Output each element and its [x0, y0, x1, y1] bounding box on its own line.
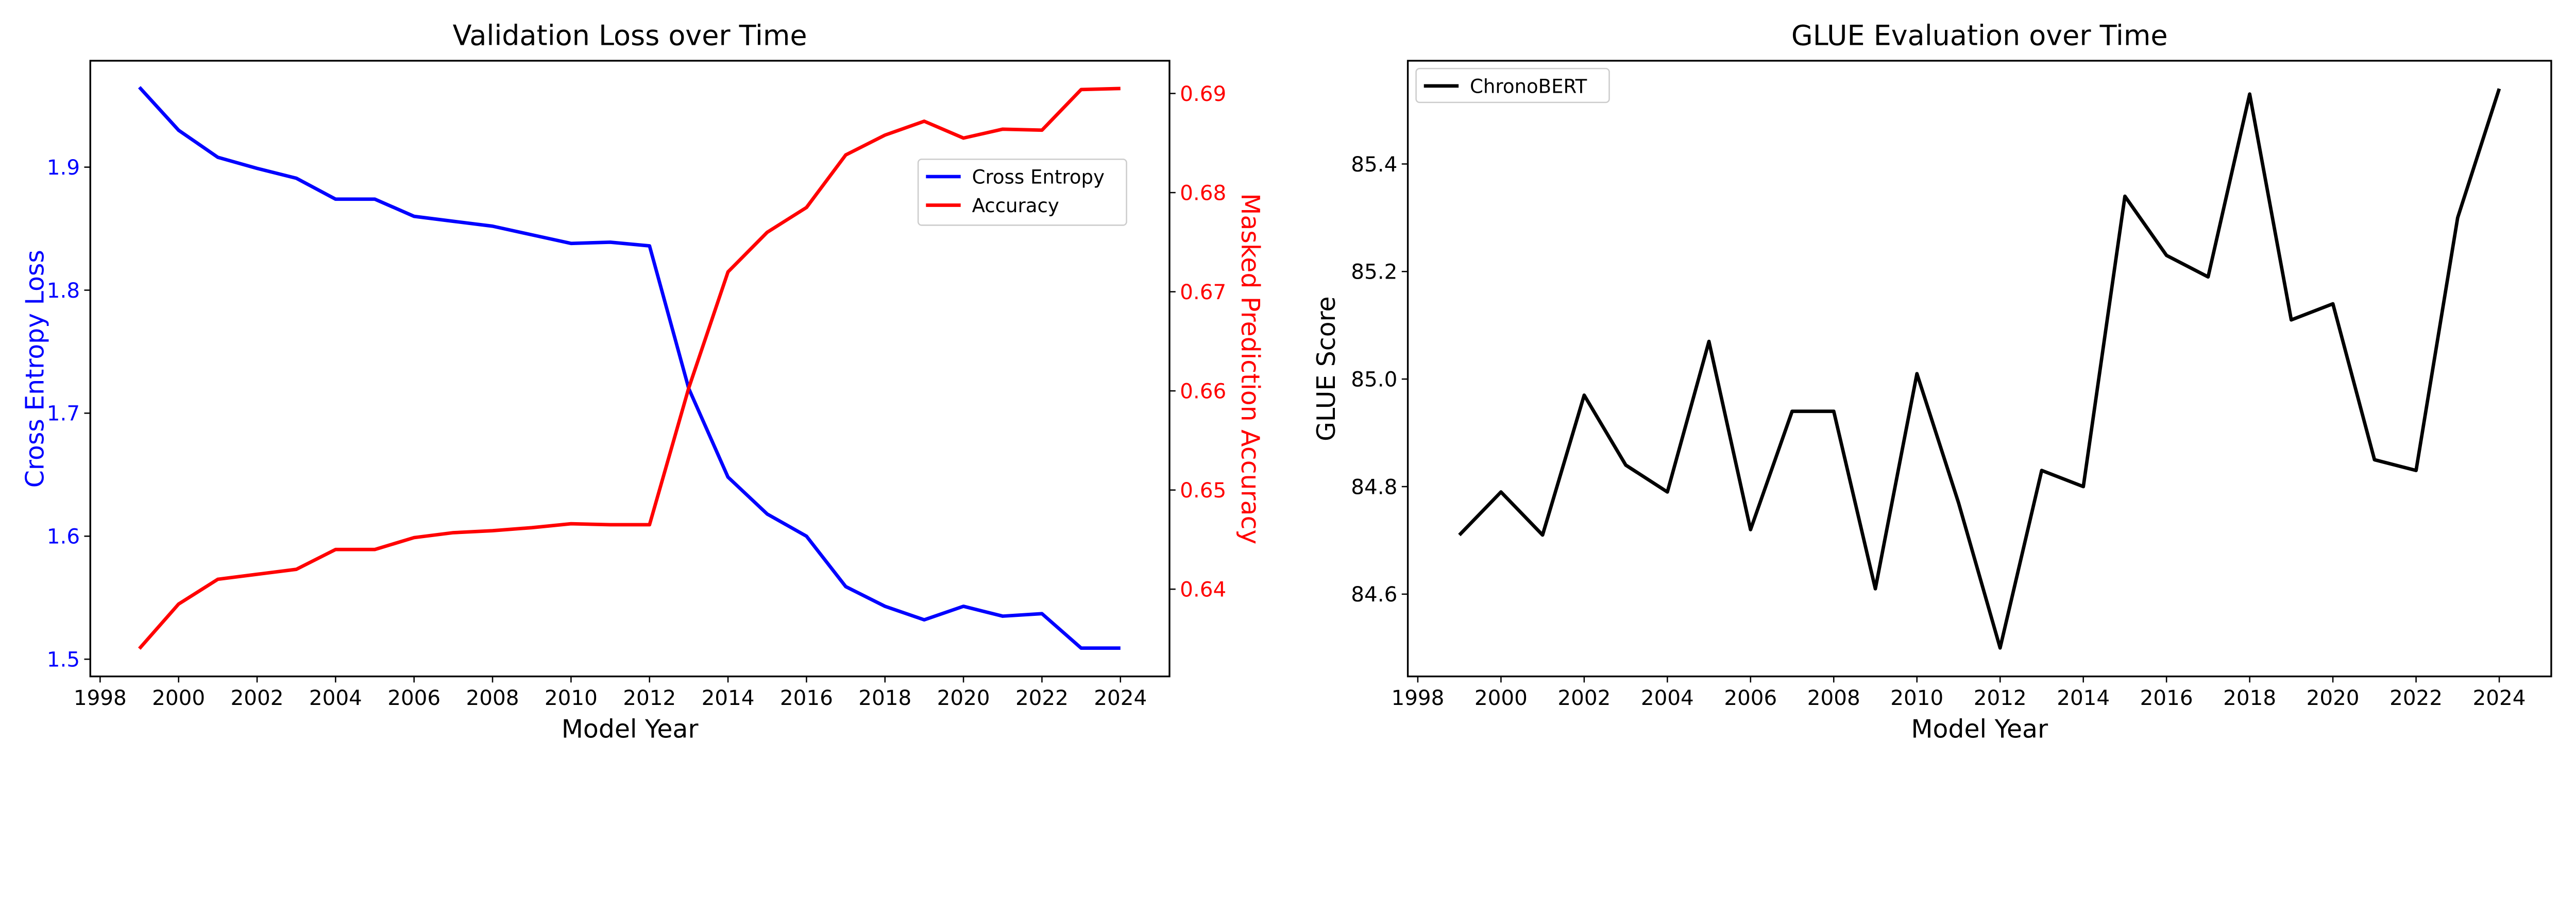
- x-axis-label: Model Year: [1911, 714, 2048, 744]
- x-tick-label: 2008: [466, 685, 519, 710]
- y-tick-label: 84.8: [1351, 474, 1397, 499]
- y-tick-label: 85.4: [1351, 152, 1397, 177]
- legend-box: [1415, 67, 1610, 104]
- x-tick-label: 2008: [1807, 685, 1860, 710]
- y-tick-label: 1.5: [47, 647, 80, 671]
- x-tick-label: 1998: [74, 685, 127, 710]
- x-tick-label: 2014: [2057, 685, 2110, 710]
- x-tick-label: 2010: [1890, 685, 1943, 710]
- x-tick-label: 2024: [1094, 685, 1147, 710]
- x-tick-label: 2022: [2389, 685, 2443, 710]
- legend: ChronoBERT: [1415, 67, 1610, 104]
- x-tick-label: 2006: [387, 685, 440, 710]
- y-tick-label: 85.0: [1351, 367, 1397, 391]
- y2-tick-label: 0.66: [1180, 378, 1226, 403]
- legend-label: ChronoBERT: [1470, 75, 1587, 97]
- plot-frame: [89, 60, 1171, 678]
- x-tick-label: 2022: [1015, 685, 1069, 710]
- chart-title: Validation Loss over Time: [453, 20, 807, 52]
- y2-tick-label: 0.67: [1180, 280, 1226, 304]
- x-tick-label: 2018: [2223, 685, 2276, 710]
- y2-tick-label: 0.65: [1180, 478, 1226, 503]
- x-tick-label: 2014: [702, 685, 755, 710]
- y-axis-label: Cross Entropy Loss: [20, 250, 49, 488]
- chart-title: GLUE Evaluation over Time: [1791, 20, 2168, 52]
- series-line-chronobert: [1458, 88, 2501, 650]
- x-tick-label: 2020: [937, 685, 990, 710]
- validation-loss-chart: Validation Loss over Time Model Year Cro…: [20, 20, 1265, 744]
- glue-evaluation-chart: GLUE Evaluation over Time Model Year GLU…: [1312, 20, 2552, 744]
- x-tick-label: 2004: [1641, 685, 1694, 710]
- x-tick-label: 2002: [231, 685, 284, 710]
- x-tick-label: 1998: [1391, 685, 1444, 710]
- x-axis-label: Model Year: [562, 714, 699, 744]
- y2-tick-label: 0.64: [1180, 577, 1226, 602]
- x-tick-label: 2024: [2473, 685, 2526, 710]
- y-tick-label: 1.6: [47, 524, 80, 549]
- plot-frame: [1406, 60, 2552, 678]
- y-tick-label: 1.9: [47, 155, 80, 180]
- y-axis-label: GLUE Score: [1312, 296, 1341, 441]
- x-tick-label: 2012: [1974, 685, 2027, 710]
- x-tick-label: 2016: [780, 685, 833, 710]
- legend-label: Accuracy: [972, 195, 1059, 217]
- x-tick-label: 2020: [2307, 685, 2360, 710]
- x-tick-label: 2012: [623, 685, 676, 710]
- y-tick-label: 1.7: [47, 401, 80, 426]
- legend-label: Cross Entropy: [972, 166, 1105, 188]
- legend: Cross Entropy Accuracy: [917, 158, 1127, 226]
- x-tick-label: 2000: [1475, 685, 1528, 710]
- y-tick-label: 1.8: [47, 278, 80, 303]
- y-tick-label: 85.2: [1351, 260, 1397, 284]
- series-line-cross-entropy: [138, 86, 1121, 650]
- y2-tick-label: 0.69: [1180, 81, 1226, 106]
- y2-axis-label: Masked Prediction Accuracy: [1235, 193, 1265, 544]
- x-tick-label: 2002: [1557, 685, 1611, 710]
- y2-tick-label: 0.68: [1180, 180, 1226, 205]
- legend-box: [917, 158, 1127, 226]
- x-tick-label: 2016: [2140, 685, 2193, 710]
- series-line-accuracy: [138, 87, 1121, 650]
- figure: Validation Loss over Time Model Year Cro…: [20, 20, 2552, 744]
- x-tick-label: 2010: [545, 685, 598, 710]
- y-tick-label: 84.6: [1351, 582, 1397, 607]
- x-tick-label: 2004: [309, 685, 362, 710]
- x-tick-label: 2000: [152, 685, 205, 710]
- x-tick-label: 2006: [1724, 685, 1777, 710]
- x-tick-label: 2018: [858, 685, 911, 710]
